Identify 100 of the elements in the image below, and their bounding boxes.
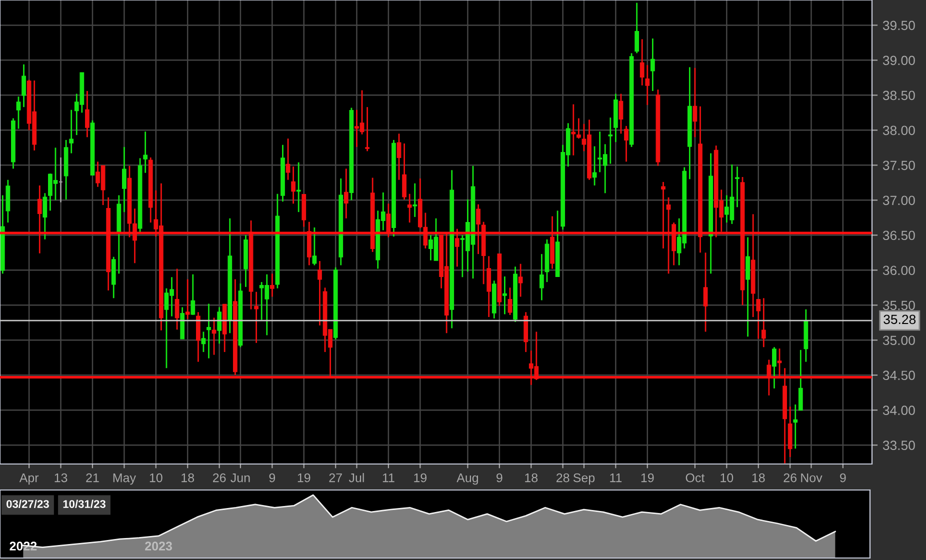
candlestick: [344, 168, 348, 220]
x-tick-label: 10: [720, 473, 734, 482]
candlestick: [486, 255, 492, 318]
x-tick-label: 2022: [10, 542, 37, 551]
annotation: 03/27/23: [6, 500, 49, 508]
candlestick: [540, 253, 544, 301]
candlestick: [454, 228, 460, 268]
candlestick: [476, 204, 480, 255]
x-tick-label: 2023: [145, 542, 172, 551]
candlestick: [16, 96, 21, 130]
candlestick: [518, 263, 523, 298]
y-tick-label: 34.50: [882, 370, 915, 380]
y-tick-label: 35.00: [882, 336, 915, 346]
x-tick-label: 26: [784, 473, 796, 482]
candlestick: [634, 2, 640, 54]
candlestick: [185, 278, 190, 320]
candlestick: [650, 38, 655, 92]
candlestick: [735, 166, 740, 208]
y-tick-label: 36.00: [882, 266, 915, 276]
x-tick-label: 11: [382, 473, 394, 482]
candlestick: [174, 268, 180, 330]
x-tick-label: Jun: [230, 473, 250, 482]
candlestick: [190, 274, 196, 316]
x-tick-label: Jul: [348, 473, 364, 482]
y-tick-label: 35.50: [882, 300, 915, 310]
candlestick: [254, 291, 259, 344]
candlestick: [386, 202, 391, 238]
candlestick: [798, 349, 803, 411]
annotation: 10/31/23: [63, 500, 106, 508]
candlestick: [296, 162, 301, 213]
candlestick: [143, 130, 148, 174]
x-tick-label: Apr: [19, 473, 39, 485]
candlestick: [746, 236, 750, 338]
x-tick-label: 9: [840, 473, 846, 482]
x-tick-label: 13: [54, 473, 68, 482]
x-tick-label: Sep: [573, 473, 595, 485]
candlestick: [402, 142, 406, 200]
candlestick: [502, 276, 507, 315]
candlestick: [692, 67, 698, 138]
ref-line-label: 35.28: [884, 314, 916, 324]
x-tick-label: Oct: [686, 473, 705, 482]
candlestick: [592, 146, 597, 186]
x-tick-label: May: [113, 473, 136, 485]
candlestick: [201, 331, 206, 353]
candlestick: [640, 38, 644, 86]
candlestick: [42, 192, 48, 240]
candlestick: [793, 404, 798, 450]
y-tick-label: 37.00: [882, 196, 915, 206]
candlestick: [618, 93, 624, 134]
y-tick-label: 38.50: [882, 90, 915, 100]
candlestick: [412, 182, 418, 218]
candlestick: [576, 118, 581, 140]
y-tick-label: 38.00: [882, 126, 915, 136]
candlestick: [312, 226, 317, 266]
candlestick: [196, 311, 200, 363]
x-tick-label: 28: [556, 473, 570, 482]
candlestick: [661, 181, 666, 250]
candlestick: [772, 346, 776, 390]
y-tick-label: 34.00: [882, 406, 915, 416]
candlestick: [407, 193, 412, 224]
x-tick-label: 27: [329, 473, 342, 482]
candlestick: [608, 116, 613, 164]
x-tick-label: 9: [269, 473, 276, 482]
candlestick: [777, 348, 782, 378]
candlestick: [318, 260, 322, 326]
x-tick-label: Aug: [456, 473, 478, 485]
candlestick: [571, 104, 576, 156]
candlestick: [122, 146, 126, 213]
x-tick-label: 11: [610, 473, 622, 482]
candlestick: [624, 125, 628, 162]
x-tick-label: Nov: [801, 473, 822, 482]
x-tick-label: 18: [182, 473, 194, 482]
candlestick: [756, 298, 761, 340]
y-tick-label: 39.50: [882, 20, 915, 30]
candlestick: [291, 166, 296, 204]
candlestick: [703, 252, 708, 332]
x-tick-label: 18: [752, 473, 765, 482]
x-tick-label: 18: [525, 473, 538, 482]
x-tick-label: 10: [150, 473, 162, 482]
x-tick-label: 26: [213, 473, 226, 482]
x-tick-label: 21: [86, 473, 99, 482]
y-tick-label: 37.50: [882, 160, 915, 170]
x-tick-label: 9: [496, 473, 502, 482]
candlestick: [37, 184, 42, 254]
x-tick-label: 19: [298, 473, 310, 482]
y-tick-label: 36.50: [882, 230, 915, 240]
x-tick-label: 19: [641, 473, 654, 482]
candlestick: [761, 297, 766, 348]
candlestick: [270, 272, 274, 298]
candlestick: [666, 196, 671, 274]
y-tick-label: 39.00: [882, 56, 915, 66]
y-tick-label: 33.50: [882, 440, 915, 450]
candlestick: [85, 90, 90, 138]
candlestick: [365, 106, 370, 152]
candlestick: [206, 303, 211, 360]
x-tick-label: 19: [414, 473, 427, 482]
candlestick: [396, 132, 402, 181]
candlestick: [217, 306, 222, 344]
candlestick: [22, 64, 26, 108]
candlestick: [69, 109, 74, 154]
